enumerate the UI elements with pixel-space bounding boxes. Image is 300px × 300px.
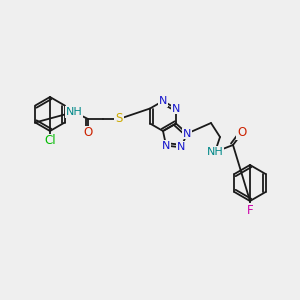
Text: N: N [159, 96, 167, 106]
Text: O: O [83, 127, 93, 140]
Text: N: N [172, 103, 180, 113]
Text: O: O [237, 127, 247, 140]
Text: N: N [183, 128, 191, 139]
Text: F: F [247, 203, 253, 217]
Text: NH: NH [66, 107, 83, 117]
Text: N: N [177, 142, 185, 152]
Text: Cl: Cl [44, 134, 56, 148]
Text: NH: NH [207, 147, 224, 157]
Text: S: S [115, 112, 123, 125]
Text: N: N [162, 141, 170, 151]
